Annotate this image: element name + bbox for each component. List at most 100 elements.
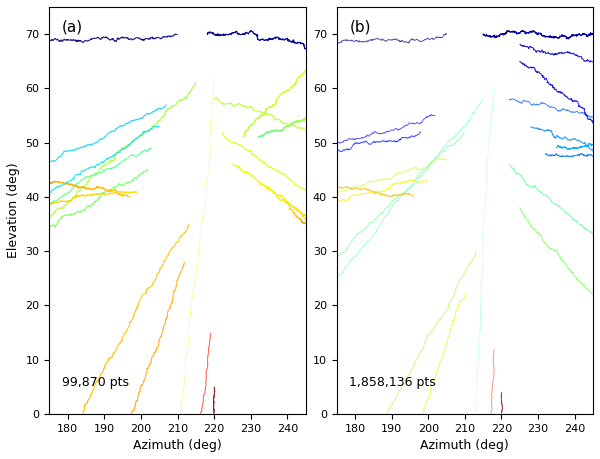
- Point: [299, 115, 309, 123]
- Point: [442, 144, 452, 151]
- Point: [295, 39, 305, 46]
- Point: [560, 32, 569, 39]
- Point: [535, 101, 545, 108]
- Point: [203, 356, 212, 363]
- Point: [380, 186, 390, 194]
- Point: [538, 72, 548, 79]
- Point: [468, 110, 478, 118]
- Point: [299, 213, 308, 221]
- Point: [255, 157, 265, 164]
- Point: [226, 138, 235, 146]
- Point: [563, 95, 573, 102]
- Point: [271, 190, 280, 198]
- Point: [536, 30, 546, 38]
- Point: [476, 298, 485, 306]
- Point: [496, 31, 506, 38]
- Point: [486, 33, 496, 40]
- Point: [113, 182, 122, 189]
- Point: [270, 166, 280, 173]
- Point: [134, 389, 144, 396]
- Point: [143, 148, 152, 155]
- Point: [561, 209, 571, 216]
- Point: [152, 345, 161, 353]
- Point: [289, 82, 298, 89]
- Point: [377, 209, 386, 217]
- Point: [553, 88, 563, 95]
- Point: [544, 79, 553, 86]
- Point: [204, 343, 214, 350]
- Point: [94, 137, 103, 145]
- Point: [259, 158, 268, 165]
- Point: [366, 187, 376, 194]
- Point: [72, 189, 82, 196]
- Point: [85, 164, 94, 171]
- Point: [584, 32, 593, 39]
- Point: [236, 31, 246, 38]
- Point: [265, 104, 275, 111]
- Point: [184, 339, 193, 347]
- Point: [77, 167, 86, 174]
- Point: [71, 182, 80, 190]
- Point: [569, 31, 579, 39]
- Point: [139, 168, 149, 176]
- Point: [50, 178, 60, 185]
- Point: [297, 209, 307, 217]
- Point: [254, 133, 264, 140]
- Point: [289, 209, 298, 216]
- Point: [280, 88, 290, 95]
- Point: [574, 31, 584, 38]
- Point: [78, 143, 88, 151]
- Point: [541, 241, 551, 248]
- Point: [479, 31, 488, 39]
- Point: [560, 32, 569, 39]
- Point: [407, 35, 416, 43]
- Point: [430, 324, 439, 331]
- Point: [278, 170, 287, 178]
- Point: [572, 51, 581, 59]
- Point: [91, 198, 100, 206]
- Point: [556, 255, 565, 262]
- Point: [568, 31, 578, 39]
- Point: [137, 292, 147, 300]
- Point: [440, 347, 449, 355]
- Point: [163, 105, 173, 112]
- Point: [182, 350, 191, 358]
- Point: [276, 36, 286, 43]
- Point: [562, 94, 572, 101]
- Point: [116, 146, 126, 154]
- Point: [255, 133, 265, 140]
- Point: [275, 127, 284, 134]
- Point: [539, 49, 548, 56]
- Point: [277, 126, 287, 134]
- Point: [370, 189, 379, 196]
- Point: [82, 173, 91, 180]
- Point: [262, 184, 272, 191]
- Point: [298, 220, 308, 227]
- Point: [88, 140, 98, 148]
- Point: [351, 182, 361, 190]
- Point: [103, 358, 113, 365]
- Point: [527, 28, 536, 36]
- Point: [438, 33, 448, 40]
- Point: [263, 110, 273, 118]
- Point: [578, 151, 588, 158]
- Point: [119, 157, 128, 164]
- Point: [203, 353, 212, 361]
- Point: [516, 171, 526, 179]
- Point: [367, 140, 377, 147]
- Point: [574, 31, 583, 39]
- Point: [378, 191, 388, 198]
- Point: [85, 186, 94, 193]
- Point: [153, 118, 163, 125]
- Point: [234, 163, 244, 170]
- Point: [259, 181, 268, 188]
- Point: [78, 183, 88, 190]
- Point: [125, 118, 134, 126]
- Point: [498, 30, 508, 37]
- Point: [575, 278, 584, 285]
- Point: [202, 376, 211, 383]
- Point: [554, 203, 564, 210]
- Point: [448, 135, 457, 142]
- Point: [256, 107, 266, 115]
- Point: [418, 167, 428, 174]
